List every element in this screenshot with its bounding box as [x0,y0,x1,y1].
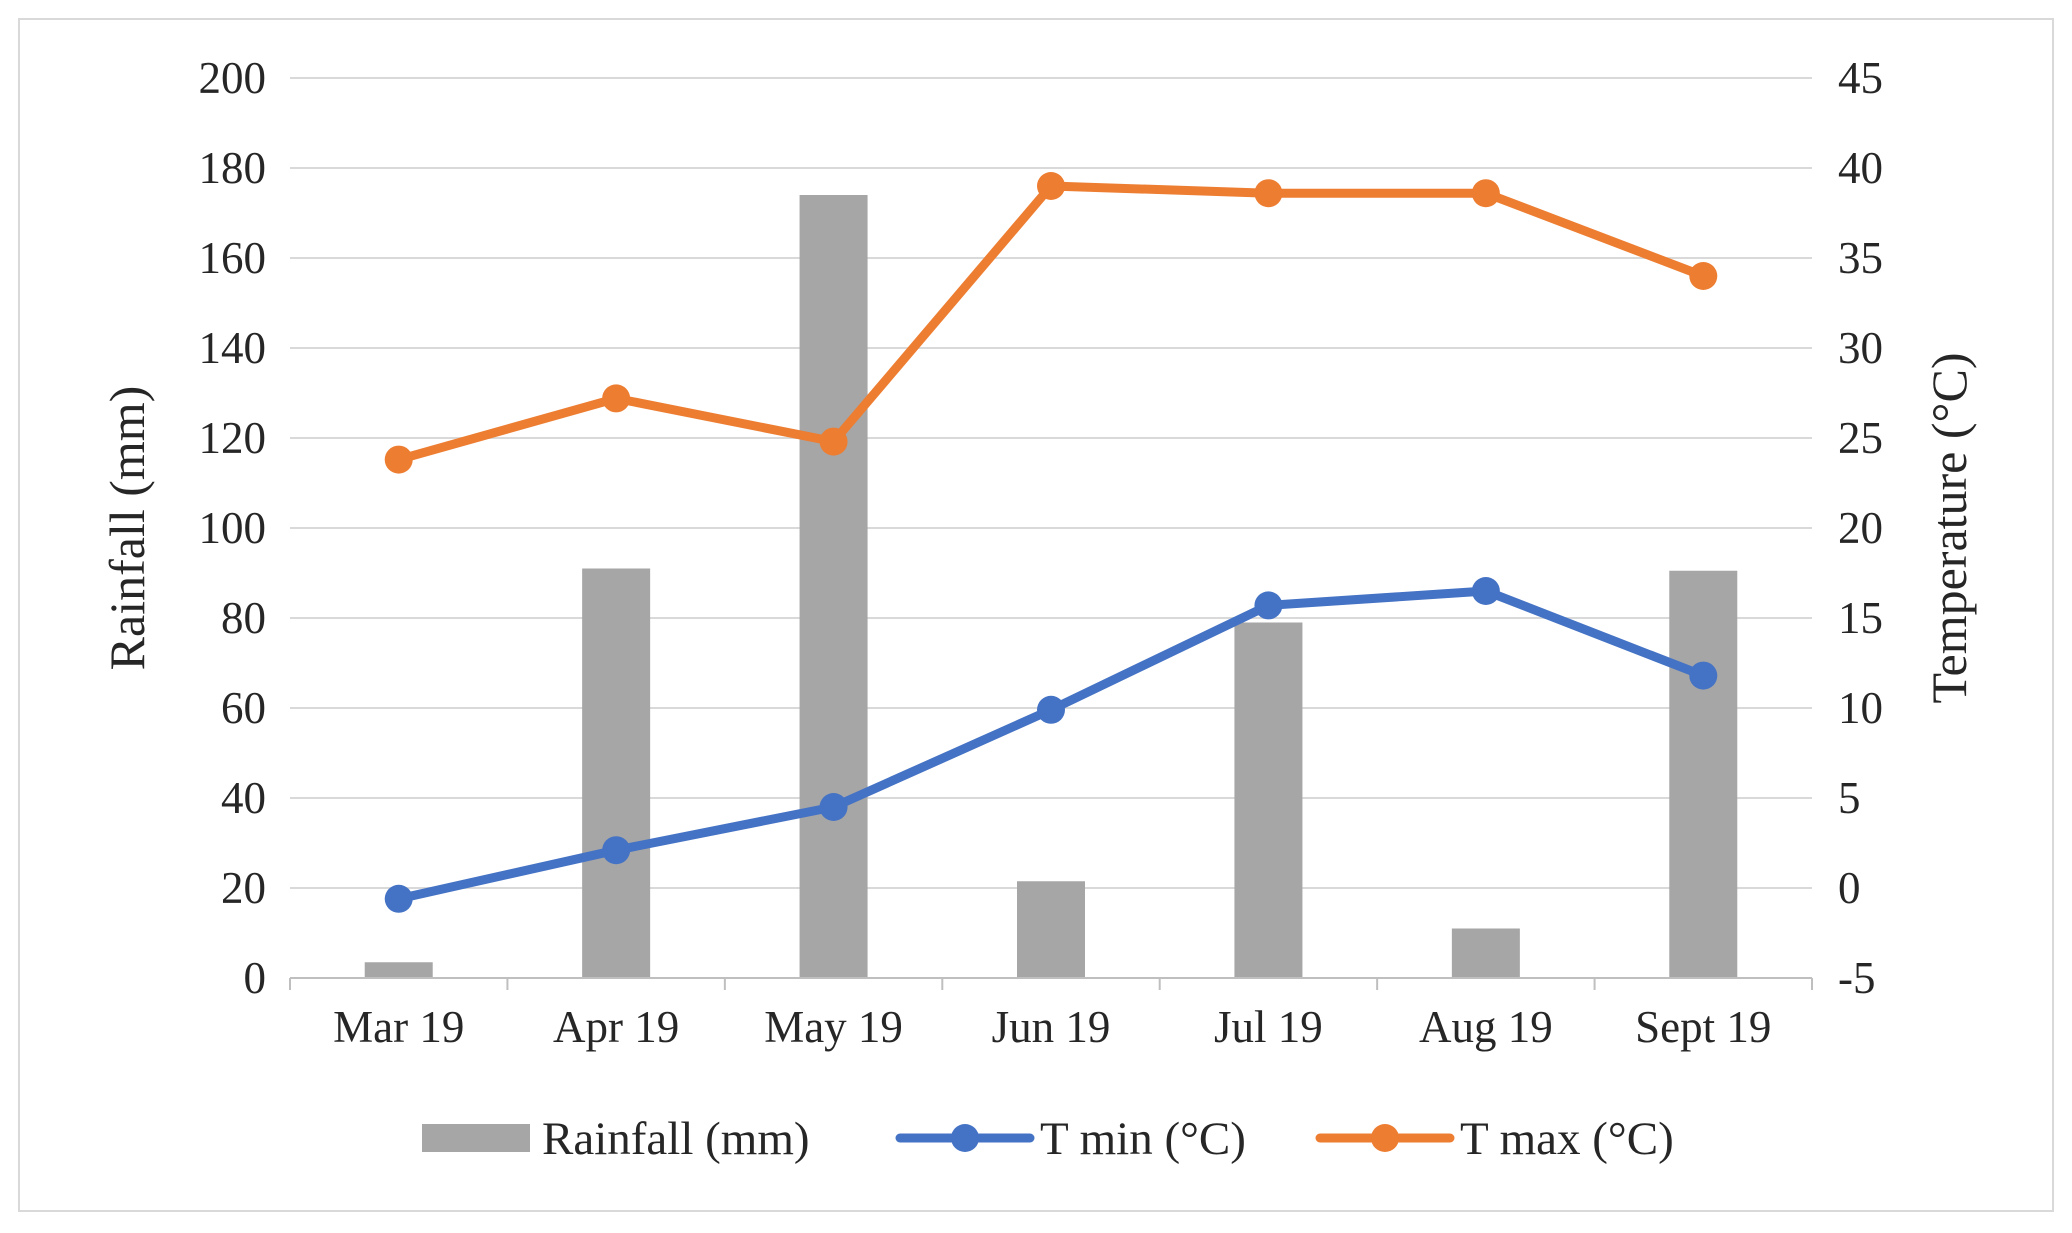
left-tick-label: 140 [199,323,267,373]
x-category-label: Aug 19 [1419,1002,1553,1052]
right-tick-label: 30 [1838,323,1883,373]
right-tick-label: -5 [1838,953,1876,1003]
right-tick-label: 45 [1838,53,1883,103]
legend: Rainfall (mm) T min (°C) T max (°C) [422,1113,1674,1165]
tmin-point [1254,591,1283,620]
right-tick-label: 15 [1838,593,1883,643]
rainfall-bar [364,962,433,978]
right-tick-label: 0 [1838,863,1861,913]
combo-chart: 0 20 40 60 80 100 120 140 160 180 200 -5 0 5 10 15 20 25 3… [99,53,1977,1165]
rainfall-bar [1451,928,1520,978]
right-tick-label: 25 [1838,413,1883,463]
left-tick-label: 80 [221,593,266,643]
tmax-point [1037,172,1065,200]
right-axis-title: Temperature (°C) [1921,352,1977,703]
x-category-label: Jul 19 [1214,1002,1323,1052]
gridlines [290,77,1812,889]
chart-frame: 0 20 40 60 80 100 120 140 160 180 200 -5 0 5 10 15 20 25 3… [18,18,2054,1212]
left-tick-label: 60 [221,683,266,733]
x-category-label: May 19 [764,1002,903,1052]
x-category-label: Mar 19 [333,1002,464,1052]
left-tick-label: 180 [199,143,267,193]
tmin-point [1037,695,1065,724]
left-tick-label: 100 [199,503,267,553]
right-tick-label: 35 [1838,233,1883,283]
legend-rainfall-swatch [422,1124,530,1152]
left-tick-label: 200 [199,53,267,103]
tmax-line [394,181,1708,465]
temperature-lines [384,172,1718,913]
tmax-point [819,427,848,456]
legend-tmax-label: T max (°C) [1460,1113,1674,1165]
rainfall-bar [1017,881,1085,978]
x-category-label: Jun 19 [992,1002,1111,1052]
legend-tmax-marker [1371,1124,1399,1152]
tmin-point [819,793,848,821]
left-tick-label: 160 [199,233,267,283]
tmax-point [1689,262,1718,290]
x-category-label: Apr 19 [553,1002,679,1052]
tick-labels: 0 20 40 60 80 100 120 140 160 180 200 -5 0 5 10 15 20 25 3… [199,53,1884,1052]
left-tick-label: 20 [221,863,266,913]
legend-rainfall-label: Rainfall (mm) [542,1113,810,1165]
rainfall-bar [1234,622,1303,978]
rainfall-bar [582,568,651,978]
rainfall-bars [364,195,1738,978]
tmax-point [1471,179,1500,208]
rainfall-bar [1669,570,1738,978]
legend-tmin-label: T min (°C) [1040,1113,1246,1165]
left-axis-title: Rainfall (mm) [99,386,155,671]
tmax-point [1254,179,1283,208]
tmin-point [1689,661,1718,690]
tmax-point [384,445,413,474]
left-tick-label: 0 [244,953,267,1003]
left-tick-label: 120 [199,413,267,463]
x-category-label: Sept 19 [1635,1002,1771,1052]
left-tick-label: 40 [221,773,266,823]
right-tick-label: 10 [1838,683,1883,733]
rainfall-bar [799,195,868,978]
legend-tmin-marker [951,1124,979,1152]
tmax-point [602,384,631,413]
right-tick-label: 5 [1838,773,1861,823]
tmin-point [1471,577,1500,605]
right-tick-label: 40 [1838,143,1883,193]
axes [289,977,1813,990]
right-tick-label: 20 [1838,503,1883,553]
tmin-point [602,836,631,865]
tmin-point [384,884,413,913]
